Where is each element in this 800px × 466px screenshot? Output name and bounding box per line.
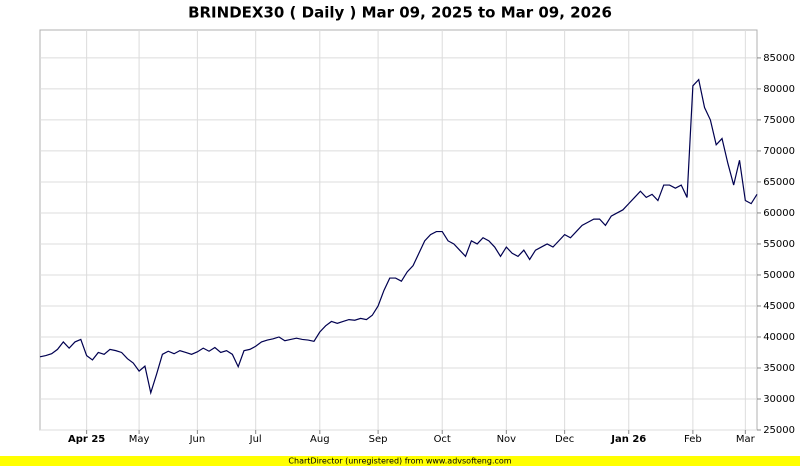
x-tick-label: Aug xyxy=(310,434,330,445)
y-tick-label: 30000 xyxy=(763,394,795,405)
footer: ChartDirector (unregistered) from www.ad… xyxy=(288,457,511,466)
y-tick-label: 40000 xyxy=(763,332,795,343)
y-tick-label: 35000 xyxy=(763,363,795,374)
x-tick-label: Dec xyxy=(555,434,574,445)
y-tick-label: 70000 xyxy=(763,146,795,157)
y-tick-label: 25000 xyxy=(763,425,795,436)
price-line xyxy=(39,78,758,396)
x-tick-label: Jan 26 xyxy=(610,434,646,445)
x-tick-label: Jul xyxy=(249,434,262,445)
x-tick-label: Oct xyxy=(434,434,451,445)
y-tick-label: 55000 xyxy=(763,239,795,250)
y-tick-label: 75000 xyxy=(763,115,795,126)
y-tick-label: 80000 xyxy=(763,84,795,95)
chart-title: BRINDEX30 ( Daily ) Mar 09, 2025 to Mar … xyxy=(188,4,612,22)
footer-band xyxy=(0,456,800,466)
y-tick-label: 60000 xyxy=(763,208,795,219)
x-tick-label: Jun xyxy=(189,434,206,445)
x-tick-label: Mar xyxy=(736,434,756,445)
x-tick-label: May xyxy=(129,434,150,445)
y-tick-label: 45000 xyxy=(763,301,795,312)
plot-area xyxy=(39,29,758,431)
x-tick-label: Feb xyxy=(684,434,702,445)
y-tick-label: 50000 xyxy=(763,270,795,281)
y-tick-label: 65000 xyxy=(763,177,795,188)
x-tick-label: Nov xyxy=(497,434,517,445)
x-tick-label: Apr 25 xyxy=(68,434,105,445)
y-tick-label: 85000 xyxy=(763,53,795,64)
x-tick-label: Sep xyxy=(369,434,388,445)
